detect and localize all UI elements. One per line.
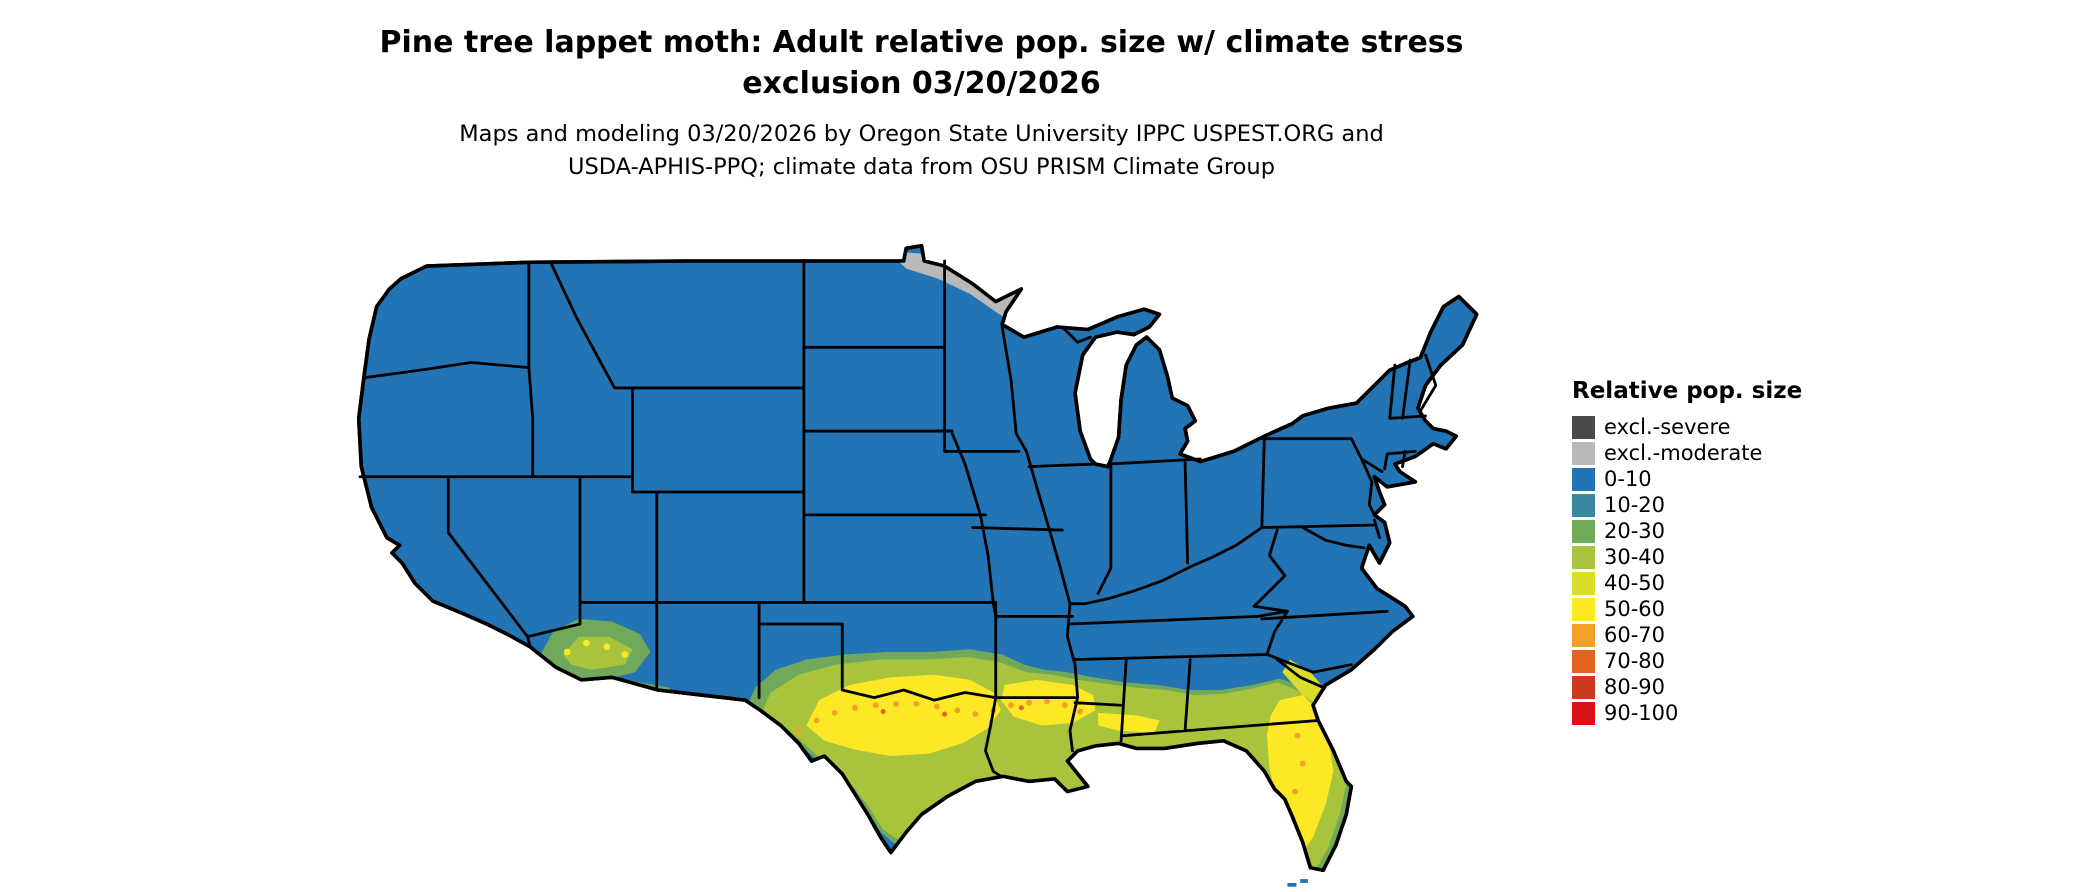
us-map-container <box>305 228 1533 888</box>
map-title: Pine tree lappet moth: Adult relative po… <box>0 22 1843 104</box>
legend-item: excl.-moderate <box>1572 440 1872 466</box>
map-subtitle: Maps and modeling 03/20/2026 by Oregon S… <box>0 118 1843 184</box>
legend-label: 90-100 <box>1604 700 1679 725</box>
state-borders <box>358 259 1438 778</box>
legend-swatch-excl-severe <box>1572 415 1595 439</box>
legend-swatch-70-80 <box>1572 649 1595 673</box>
legend-swatch-60-70 <box>1572 623 1595 647</box>
legend-swatch-30-40 <box>1572 545 1595 569</box>
legend-label: 60-70 <box>1604 622 1666 647</box>
legend-label: excl.-severe <box>1604 414 1731 439</box>
legend-swatch-10-20 <box>1572 493 1595 517</box>
legend-item: 30-40 <box>1572 544 1872 570</box>
pop-50-60-mississippi-alabama-coast <box>1098 712 1160 734</box>
legend-swatch-excl-moderate <box>1572 441 1595 465</box>
legend-label: excl.-moderate <box>1604 440 1763 465</box>
legend-label: 40-50 <box>1604 570 1666 595</box>
legend-swatch-20-30 <box>1572 519 1595 543</box>
legend-label: 30-40 <box>1604 544 1666 569</box>
pop-20-30-california-speck <box>461 636 472 647</box>
legend-item: 70-80 <box>1572 648 1872 674</box>
legend-label: 80-90 <box>1604 674 1666 699</box>
legend-swatch-0-10 <box>1572 467 1595 491</box>
legend-label: 50-60 <box>1604 596 1666 621</box>
map-title-line2: exclusion 03/20/2026 <box>742 66 1101 101</box>
nation-outline-stroke <box>356 243 1479 873</box>
legend-item: 90-100 <box>1572 700 1872 726</box>
legend: Relative pop. size excl.-severe excl.-mo… <box>1572 378 1872 726</box>
legend-label: 20-30 <box>1604 518 1666 543</box>
florida-keys <box>1287 879 1308 887</box>
legend-item: excl.-severe <box>1572 414 1872 440</box>
legend-item: 60-70 <box>1572 622 1872 648</box>
us-map <box>356 243 1479 887</box>
map-subtitle-line2: USDA-APHIS-PPQ; climate data from OSU PR… <box>568 154 1275 180</box>
legend-item: 80-90 <box>1572 674 1872 700</box>
legend-swatch-90-100 <box>1572 701 1595 725</box>
legend-title: Relative pop. size <box>1572 378 1803 404</box>
legend-label: 0-10 <box>1604 466 1652 491</box>
legend-swatch-80-90 <box>1572 675 1595 699</box>
population-overlays <box>389 250 1356 871</box>
legend-item: 20-30 <box>1572 518 1872 544</box>
pop-60-70-dots <box>795 698 1306 795</box>
legend-item: 10-20 <box>1572 492 1872 518</box>
map-subtitle-line1: Maps and modeling 03/20/2026 by Oregon S… <box>459 121 1384 147</box>
legend-swatch-40-50 <box>1572 571 1595 595</box>
pop-70-80-dots <box>880 705 1024 717</box>
legend-item: 50-60 <box>1572 596 1872 622</box>
legend-swatch-50-60 <box>1572 597 1595 621</box>
legend-label: 70-80 <box>1604 648 1666 673</box>
map-title-line1: Pine tree lappet moth: Adult relative po… <box>379 25 1464 60</box>
legend-item: 40-50 <box>1572 570 1872 596</box>
excl-moderate-region-minnesota <box>887 250 1035 322</box>
legend-label: 10-20 <box>1604 492 1666 517</box>
legend-item: 0-10 <box>1572 466 1872 492</box>
pop-30-40-arizona-core <box>563 636 633 670</box>
